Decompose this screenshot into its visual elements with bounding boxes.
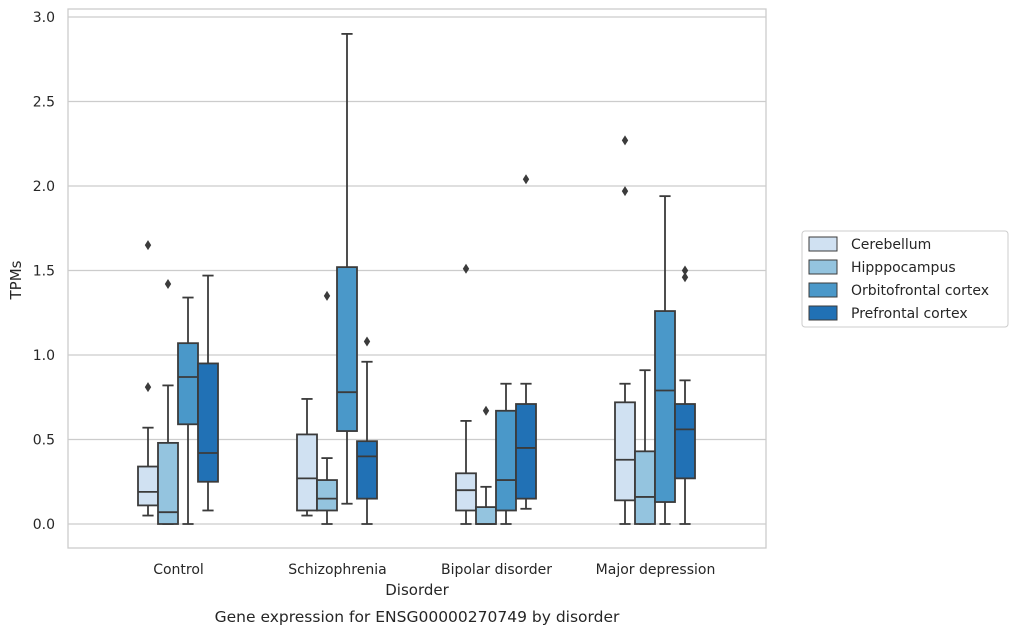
legend-swatch — [808, 236, 838, 252]
box-group — [515, 174, 537, 510]
y-tick-label: 0.0 — [33, 517, 55, 533]
x-tick-label: Schizophrenia — [288, 562, 386, 578]
box-group — [296, 398, 318, 517]
boxes — [137, 33, 696, 525]
outlier-point — [144, 382, 152, 393]
outlier-point — [363, 336, 371, 347]
y-tick-label: 3.0 — [33, 10, 55, 26]
x-tick-labels: Control Schizophrenia Bipolar disorder Majo… — [153, 562, 715, 578]
y-axis-title: TPMs — [7, 260, 25, 300]
box-iqr — [654, 310, 676, 503]
box-group — [137, 240, 159, 517]
box-group — [495, 382, 517, 525]
x-axis-title: Disorder — [385, 581, 449, 599]
legend-swatch — [808, 305, 838, 321]
outlier-point — [462, 263, 470, 274]
box-iqr — [614, 401, 636, 502]
box-iqr — [336, 266, 358, 432]
box-iqr — [495, 409, 517, 512]
box-iqr — [674, 403, 696, 480]
y-tick-label: 0.5 — [33, 433, 55, 449]
outlier-point — [681, 272, 689, 283]
y-tick-label: 1.0 — [33, 348, 55, 364]
box-group — [356, 336, 378, 525]
legend-swatch — [808, 259, 838, 275]
box-group — [674, 265, 696, 525]
outlier-point — [482, 405, 490, 416]
y-tick-label: 2.5 — [33, 95, 55, 111]
legend-label: Hipppocampus — [851, 260, 956, 276]
box-iqr — [634, 450, 656, 525]
box-iqr — [515, 403, 537, 500]
box-iqr — [356, 440, 378, 500]
box-iqr — [475, 506, 497, 525]
outlier-point — [323, 290, 331, 301]
box-group — [157, 279, 179, 525]
box-iqr — [137, 465, 159, 507]
y-tick-label: 2.0 — [33, 179, 55, 195]
chart-caption: Gene expression for ENSG00000270749 by d… — [215, 608, 620, 626]
outlier-point — [522, 174, 530, 185]
box-iqr — [177, 342, 199, 426]
box-group — [614, 135, 636, 525]
outlier-point — [164, 279, 172, 290]
legend-label: Prefrontal cortex — [851, 306, 968, 322]
box-group — [197, 274, 219, 512]
box-iqr — [316, 479, 338, 512]
x-tick-label: Control — [153, 562, 204, 578]
box-group — [177, 296, 199, 525]
box-iqr — [455, 472, 477, 512]
legend-label: Cerebellum — [851, 237, 931, 253]
box-group — [316, 290, 338, 525]
box-group — [475, 405, 497, 525]
legend: Cerebellum Hipppocampus Orbitofrontal cort… — [801, 230, 1009, 328]
x-tick-label: Bipolar disorder — [441, 562, 552, 578]
outlier-point — [681, 265, 689, 276]
box-iqr — [296, 433, 318, 512]
box-group — [654, 195, 676, 525]
outlier-point — [144, 240, 152, 251]
box-iqr — [157, 441, 179, 525]
outlier-point — [621, 186, 629, 197]
plot-frame — [67, 8, 767, 549]
x-tick-label: Major depression — [596, 562, 716, 578]
legend-swatch — [808, 282, 838, 298]
box-iqr — [197, 362, 219, 483]
legend-label: Orbitofrontal cortex — [851, 283, 989, 299]
outlier-point — [621, 135, 629, 146]
y-tick-label: 1.5 — [33, 264, 55, 280]
box-group — [455, 263, 477, 525]
y-tick-labels: 0.0 0.5 1.0 1.5 2.0 2.5 3.0 — [33, 10, 55, 533]
box-group — [336, 33, 358, 505]
legend-frame — [801, 230, 1009, 328]
